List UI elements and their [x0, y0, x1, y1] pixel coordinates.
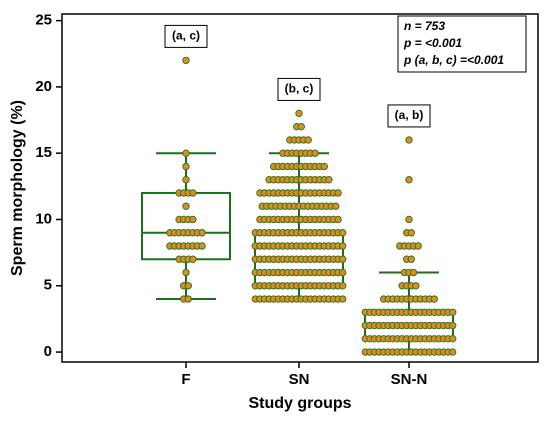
point — [182, 268, 190, 277]
y-axis-title: Sperm morphology (%) — [9, 100, 26, 276]
point — [189, 215, 197, 224]
point — [332, 202, 340, 210]
x-axis-title: Study groups — [248, 395, 351, 412]
point — [407, 255, 415, 263]
point — [407, 229, 415, 237]
point — [449, 321, 457, 330]
group-label: (a, c) — [172, 29, 200, 43]
point — [414, 242, 422, 250]
point — [412, 282, 420, 290]
point — [198, 242, 206, 250]
point — [449, 348, 457, 356]
point — [297, 122, 305, 131]
point — [295, 109, 303, 118]
x-tick-label: F — [181, 371, 190, 388]
point — [449, 335, 457, 343]
point — [339, 255, 347, 263]
point — [334, 215, 342, 224]
stats-line: p = <0.001 — [403, 36, 462, 50]
point — [339, 242, 347, 250]
point — [189, 255, 197, 263]
point — [409, 268, 418, 277]
point — [339, 229, 347, 237]
y-tick-label: 25 — [35, 12, 52, 29]
point — [304, 136, 312, 144]
y-tick-label: 15 — [35, 144, 52, 161]
group-label-box — [277, 77, 321, 101]
stats-line: p (a, b, c) =<0.001 — [403, 53, 504, 67]
point — [320, 162, 328, 171]
point — [405, 215, 413, 224]
plot-frame — [61, 13, 539, 363]
point — [325, 176, 333, 184]
point — [182, 149, 190, 157]
point — [405, 136, 413, 144]
point — [182, 56, 190, 65]
y-tick-label: 0 — [44, 343, 52, 360]
point — [189, 189, 197, 197]
point — [311, 149, 319, 157]
group-label: (b, c) — [285, 82, 314, 96]
point — [182, 202, 190, 210]
point — [430, 295, 438, 303]
point — [449, 308, 457, 316]
point — [184, 282, 193, 290]
point — [182, 176, 190, 184]
group-label-box — [164, 24, 208, 48]
x-tick-label: SN-N — [391, 371, 428, 388]
point — [405, 176, 413, 184]
group-label: (a, b) — [395, 108, 424, 122]
point — [334, 189, 342, 197]
point — [198, 229, 206, 237]
point — [182, 162, 190, 171]
group-label-box — [387, 104, 431, 128]
point — [339, 268, 347, 277]
stats-line: n = 753 — [404, 19, 445, 33]
x-tick-label: SN — [289, 371, 310, 388]
point — [339, 282, 347, 290]
y-tick-label: 5 — [44, 277, 52, 294]
point — [339, 295, 347, 303]
stats-box — [397, 15, 527, 73]
point — [184, 295, 193, 303]
y-tick-label: 20 — [35, 78, 52, 95]
y-tick-label: 10 — [35, 210, 52, 227]
